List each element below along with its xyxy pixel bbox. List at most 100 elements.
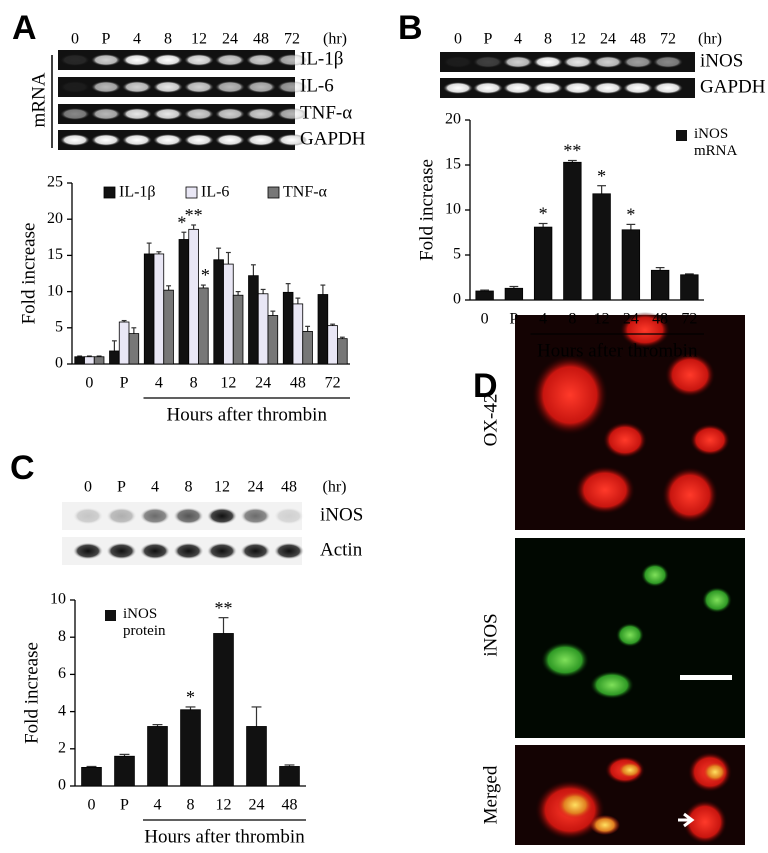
legend-swatch	[676, 130, 687, 141]
panel-letter: A	[12, 9, 37, 47]
gel-band	[215, 54, 245, 66]
micrograph	[515, 538, 745, 738]
bar	[128, 333, 140, 365]
lane-label: P	[484, 31, 493, 48]
gel-band	[91, 108, 121, 120]
y-axis-label: Fold increase	[416, 159, 437, 261]
legend-label: iNOS protein	[123, 606, 166, 639]
x-tick-label: 12	[216, 797, 232, 814]
gel-band	[246, 134, 276, 146]
gel-band	[173, 507, 204, 525]
gel-band	[277, 81, 307, 93]
gel-band	[91, 134, 121, 146]
gel-band	[184, 108, 214, 120]
x-tick-label: 24	[249, 797, 265, 814]
bar	[213, 633, 234, 787]
lane-label: 12	[570, 31, 586, 48]
gel-band	[122, 108, 152, 120]
gel-band	[91, 81, 121, 93]
bar	[292, 303, 304, 365]
bar	[180, 709, 201, 787]
gel-band	[563, 82, 593, 94]
x-tick-label: 12	[220, 375, 236, 392]
gel-band	[153, 54, 183, 66]
y-axis-label: Fold increase	[18, 223, 39, 325]
y-tick-label: 20	[445, 111, 461, 128]
gel-band	[73, 507, 103, 525]
bar	[621, 229, 641, 301]
y-axis-label: Fold increase	[21, 642, 42, 744]
gel-row-label: IL-6	[300, 75, 334, 96]
legend-label: iNOS mRNA	[694, 126, 738, 159]
gel-band	[503, 82, 533, 94]
x-axis-label: Hours after thrombin	[144, 826, 305, 847]
x-tick-label: 0	[481, 311, 489, 328]
lane-label: P	[117, 479, 126, 496]
lane-label: (hr)	[323, 31, 347, 48]
lane-label: 24	[600, 31, 616, 48]
x-tick-label: 48	[290, 375, 306, 392]
lane-label: 72	[284, 31, 300, 48]
x-tick-label: 0	[85, 375, 93, 392]
gel-band	[246, 54, 276, 66]
gel-row-label: TNF-α	[300, 102, 352, 123]
x-tick-label: 8	[187, 797, 195, 814]
bar	[680, 274, 699, 301]
gel-band	[60, 134, 90, 146]
lane-label: 48	[281, 479, 297, 496]
y-tick-label: 15	[47, 246, 63, 263]
y-tick-label: 8	[58, 628, 66, 645]
gel-band	[184, 54, 214, 66]
x-tick-label: 4	[155, 375, 163, 392]
gel-band	[277, 134, 307, 146]
lane-label: 12	[191, 31, 207, 48]
gel-band	[173, 542, 204, 560]
lane-label: 4	[133, 31, 141, 48]
gel-band	[106, 507, 137, 525]
gel-band	[215, 108, 245, 120]
legend-swatch	[185, 186, 198, 199]
significance: *	[177, 212, 186, 232]
x-tick-label: 8	[190, 375, 198, 392]
bar	[74, 356, 85, 365]
gel-band	[207, 542, 237, 560]
gel-band	[184, 81, 214, 93]
gel-row-label: GAPDH	[700, 76, 766, 97]
legend-box: iNOS mRNA	[694, 126, 738, 159]
gel-band	[593, 82, 623, 94]
significance: **	[185, 205, 203, 225]
bar	[257, 293, 269, 365]
bar	[327, 325, 338, 365]
gel-band	[277, 54, 307, 66]
lane-label: 0	[454, 31, 462, 48]
gel-band	[207, 507, 237, 525]
gel-band	[653, 56, 683, 68]
gel-band	[122, 134, 152, 146]
x-tick-label: 48	[282, 797, 298, 814]
x-tick-label: 4	[154, 797, 162, 814]
bar	[223, 263, 234, 365]
significance: **	[215, 598, 233, 618]
bar	[81, 767, 102, 787]
gel-band	[140, 542, 170, 560]
bar	[232, 294, 244, 365]
x-tick-label: 8	[568, 311, 576, 328]
x-tick-label: P	[509, 311, 518, 328]
gel-band	[73, 542, 103, 560]
micrograph	[515, 312, 745, 530]
x-tick-label: 4	[539, 311, 547, 328]
panel-letter: B	[398, 9, 423, 47]
gel-band	[473, 56, 503, 68]
side-label: mRNA	[28, 72, 49, 127]
significance: *	[626, 205, 635, 225]
bar	[143, 253, 155, 365]
panel-letter: C	[10, 449, 35, 487]
gel-band	[140, 507, 170, 525]
x-tick-label: 72	[681, 311, 697, 328]
bar	[248, 275, 259, 365]
lane-label: 24	[222, 31, 238, 48]
legend-swatch	[103, 186, 116, 199]
y-tick-label: 5	[55, 318, 63, 335]
